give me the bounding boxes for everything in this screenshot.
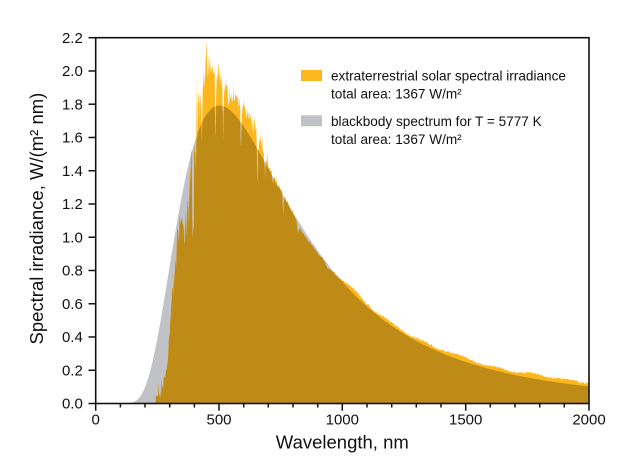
svg-text:1.6: 1.6 [62, 130, 83, 147]
svg-text:0.8: 0.8 [62, 263, 83, 280]
svg-text:0.6: 0.6 [62, 296, 83, 313]
svg-text:2000: 2000 [572, 412, 605, 429]
svg-text:1.8: 1.8 [62, 96, 83, 113]
svg-text:blackbody spectrum for T = 577: blackbody spectrum for T = 5777 K [331, 114, 542, 129]
svg-text:1.2: 1.2 [62, 196, 83, 213]
svg-text:1000: 1000 [326, 412, 359, 429]
svg-text:1.4: 1.4 [62, 163, 83, 180]
svg-text:0: 0 [92, 412, 100, 429]
svg-text:Wavelength, nm: Wavelength, nm [276, 432, 409, 453]
svg-text:500: 500 [206, 412, 231, 429]
svg-text:1.0: 1.0 [62, 229, 83, 246]
svg-text:total area: 1367 W/m²: total area: 1367 W/m² [331, 132, 462, 147]
svg-text:0.4: 0.4 [62, 329, 83, 346]
svg-text:0.2: 0.2 [62, 362, 83, 379]
svg-text:extraterrestrial solar spectra: extraterrestrial solar spectral irradian… [331, 69, 566, 84]
svg-text:Spectral irradiance, W/(m² nm): Spectral irradiance, W/(m² nm) [26, 93, 47, 345]
svg-text:0.0: 0.0 [62, 396, 83, 413]
svg-text:total area: 1367 W/m²: total area: 1367 W/m² [331, 87, 462, 102]
svg-text:1500: 1500 [449, 412, 482, 429]
svg-text:2.2: 2.2 [62, 30, 83, 47]
svg-text:2.0: 2.0 [62, 63, 83, 80]
